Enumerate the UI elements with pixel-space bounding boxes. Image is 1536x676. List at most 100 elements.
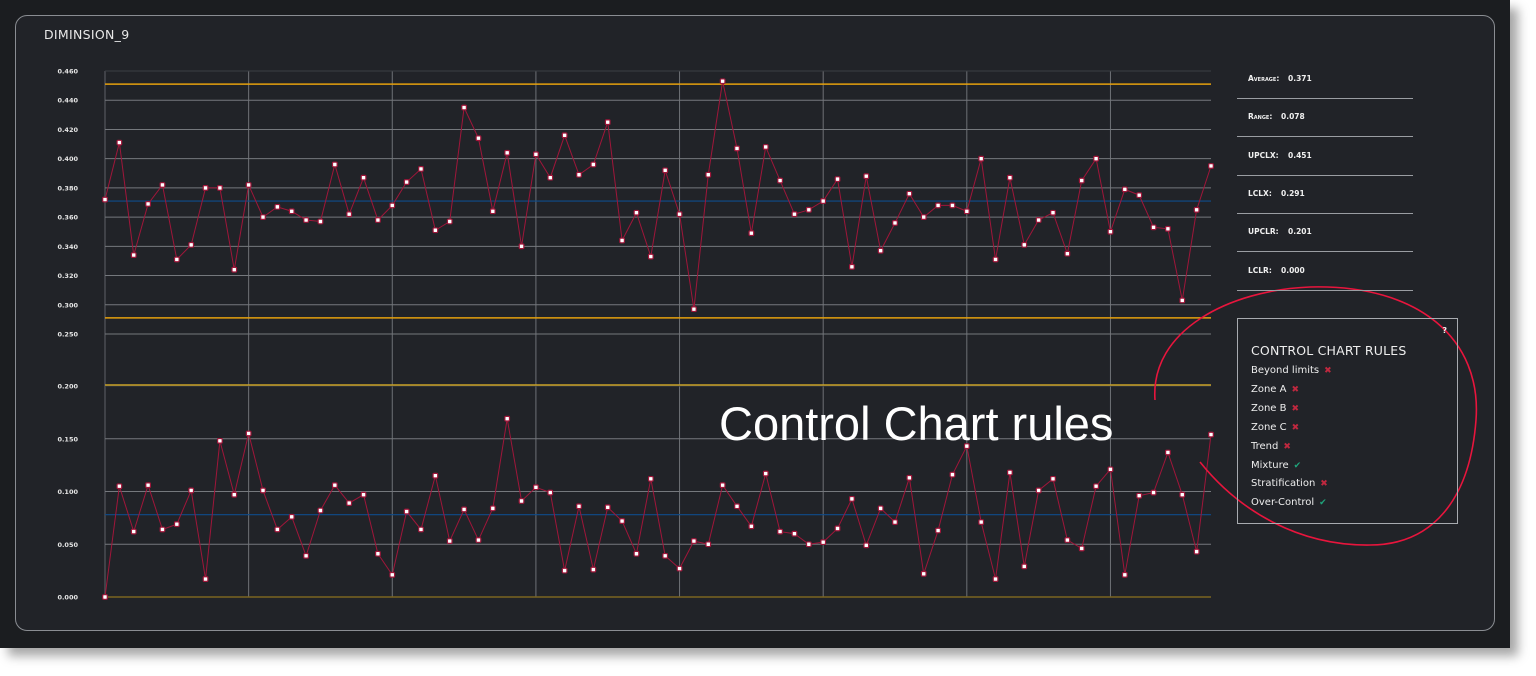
data-point (805, 206, 812, 213)
data-point (375, 217, 381, 223)
annotation-text: Control Chart rules (719, 397, 1114, 450)
y-tick-label: 0.460 (57, 68, 78, 76)
data-point (188, 487, 195, 494)
data-point (489, 208, 496, 215)
data-point (375, 550, 381, 557)
stat-label: UPCLR: (1248, 227, 1279, 237)
data-point (504, 149, 511, 156)
data-point (346, 500, 353, 507)
data-point (547, 489, 554, 496)
data-point (1107, 228, 1114, 235)
data-point (202, 184, 209, 191)
data-point (202, 576, 209, 582)
data-point (892, 220, 898, 226)
data-point (849, 263, 855, 270)
data-point (705, 541, 712, 548)
data-point (130, 252, 137, 259)
data-point (1208, 431, 1214, 438)
y-tick-label: 0.150 (57, 435, 78, 443)
stat-row: LCLX: 0.291 (1237, 175, 1413, 214)
data-point (863, 173, 870, 180)
data-point (863, 542, 870, 549)
data-point (245, 430, 252, 437)
chart-card (15, 15, 1495, 631)
y-tick-label: 0.000 (57, 594, 78, 602)
data-point (245, 182, 252, 188)
data-point (576, 171, 582, 178)
data-point (173, 521, 180, 528)
rule-item: Zone C ✖ (1251, 422, 1299, 433)
data-point (963, 208, 970, 215)
stat-row: Range: 0.078 (1237, 98, 1413, 138)
data-point (1050, 475, 1056, 482)
data-point (691, 538, 697, 544)
data-point (303, 217, 309, 223)
data-point (418, 165, 424, 172)
stat-label: Average: (1248, 74, 1280, 83)
data-point (116, 483, 123, 490)
data-point (662, 167, 669, 174)
y-tick-label: 0.300 (57, 301, 78, 309)
data-point (360, 491, 367, 498)
check-icon: ✔ (1319, 498, 1327, 509)
data-point (217, 184, 223, 191)
data-point (116, 139, 123, 146)
data-point (432, 227, 439, 234)
data-point (619, 237, 625, 244)
data-point (533, 484, 539, 491)
stat-row: Average: 0.371 (1237, 60, 1413, 99)
data-point (978, 155, 985, 162)
r-chart: 0.200 0.150 0.100 0.050 0.000 (57, 383, 1214, 602)
data-point (331, 161, 338, 168)
cross-icon: ✖ (1291, 403, 1300, 414)
data-point (604, 119, 611, 126)
data-point (662, 552, 669, 559)
data-point (1179, 491, 1186, 498)
data-point (446, 538, 453, 544)
data-point (360, 174, 367, 181)
data-point (820, 539, 827, 546)
data-point (389, 571, 396, 578)
data-point (676, 211, 683, 218)
data-point (461, 506, 467, 513)
data-point (920, 570, 927, 577)
data-point (346, 211, 353, 218)
data-point (389, 202, 396, 209)
data-point (274, 526, 281, 533)
stat-value: 0.291 (1281, 188, 1305, 198)
data-point (1021, 241, 1028, 248)
data-point (489, 505, 496, 512)
data-point (331, 482, 338, 489)
data-point (676, 565, 683, 572)
data-point (748, 523, 755, 530)
data-point (734, 145, 740, 152)
data-point (705, 171, 712, 178)
data-point (791, 530, 798, 537)
rule-label: Zone B (1251, 402, 1287, 414)
rule-label: Over-Control (1251, 497, 1315, 509)
help-icon[interactable]: ? (1442, 326, 1447, 335)
stat-label: LCLR: (1248, 265, 1272, 275)
data-point (317, 218, 324, 225)
data-point (403, 508, 410, 515)
data-point (1078, 177, 1085, 184)
data-point (475, 537, 482, 543)
data-point (1021, 563, 1028, 570)
rule-label: Stratification (1251, 478, 1316, 490)
rule-label: Zone A (1251, 383, 1287, 395)
data-point (518, 498, 525, 504)
data-point (1035, 217, 1042, 223)
data-point (231, 266, 238, 273)
cross-icon: ✖ (1320, 479, 1328, 490)
data-point (504, 415, 511, 422)
data-point (1050, 209, 1056, 216)
data-point (992, 576, 999, 582)
y-tick-label: 0.440 (57, 97, 78, 105)
data-point (1107, 466, 1114, 473)
rule-item: Trend ✖ (1251, 441, 1291, 452)
rule-item: Beyond limits ✖ (1251, 365, 1332, 376)
data-point (561, 132, 568, 139)
cross-icon: ✖ (1291, 384, 1300, 395)
x-chart: 0.460 0.440 0.420 0.400 0.380 0.360 0.340 0.320… (57, 68, 1214, 339)
data-point (1150, 224, 1157, 231)
